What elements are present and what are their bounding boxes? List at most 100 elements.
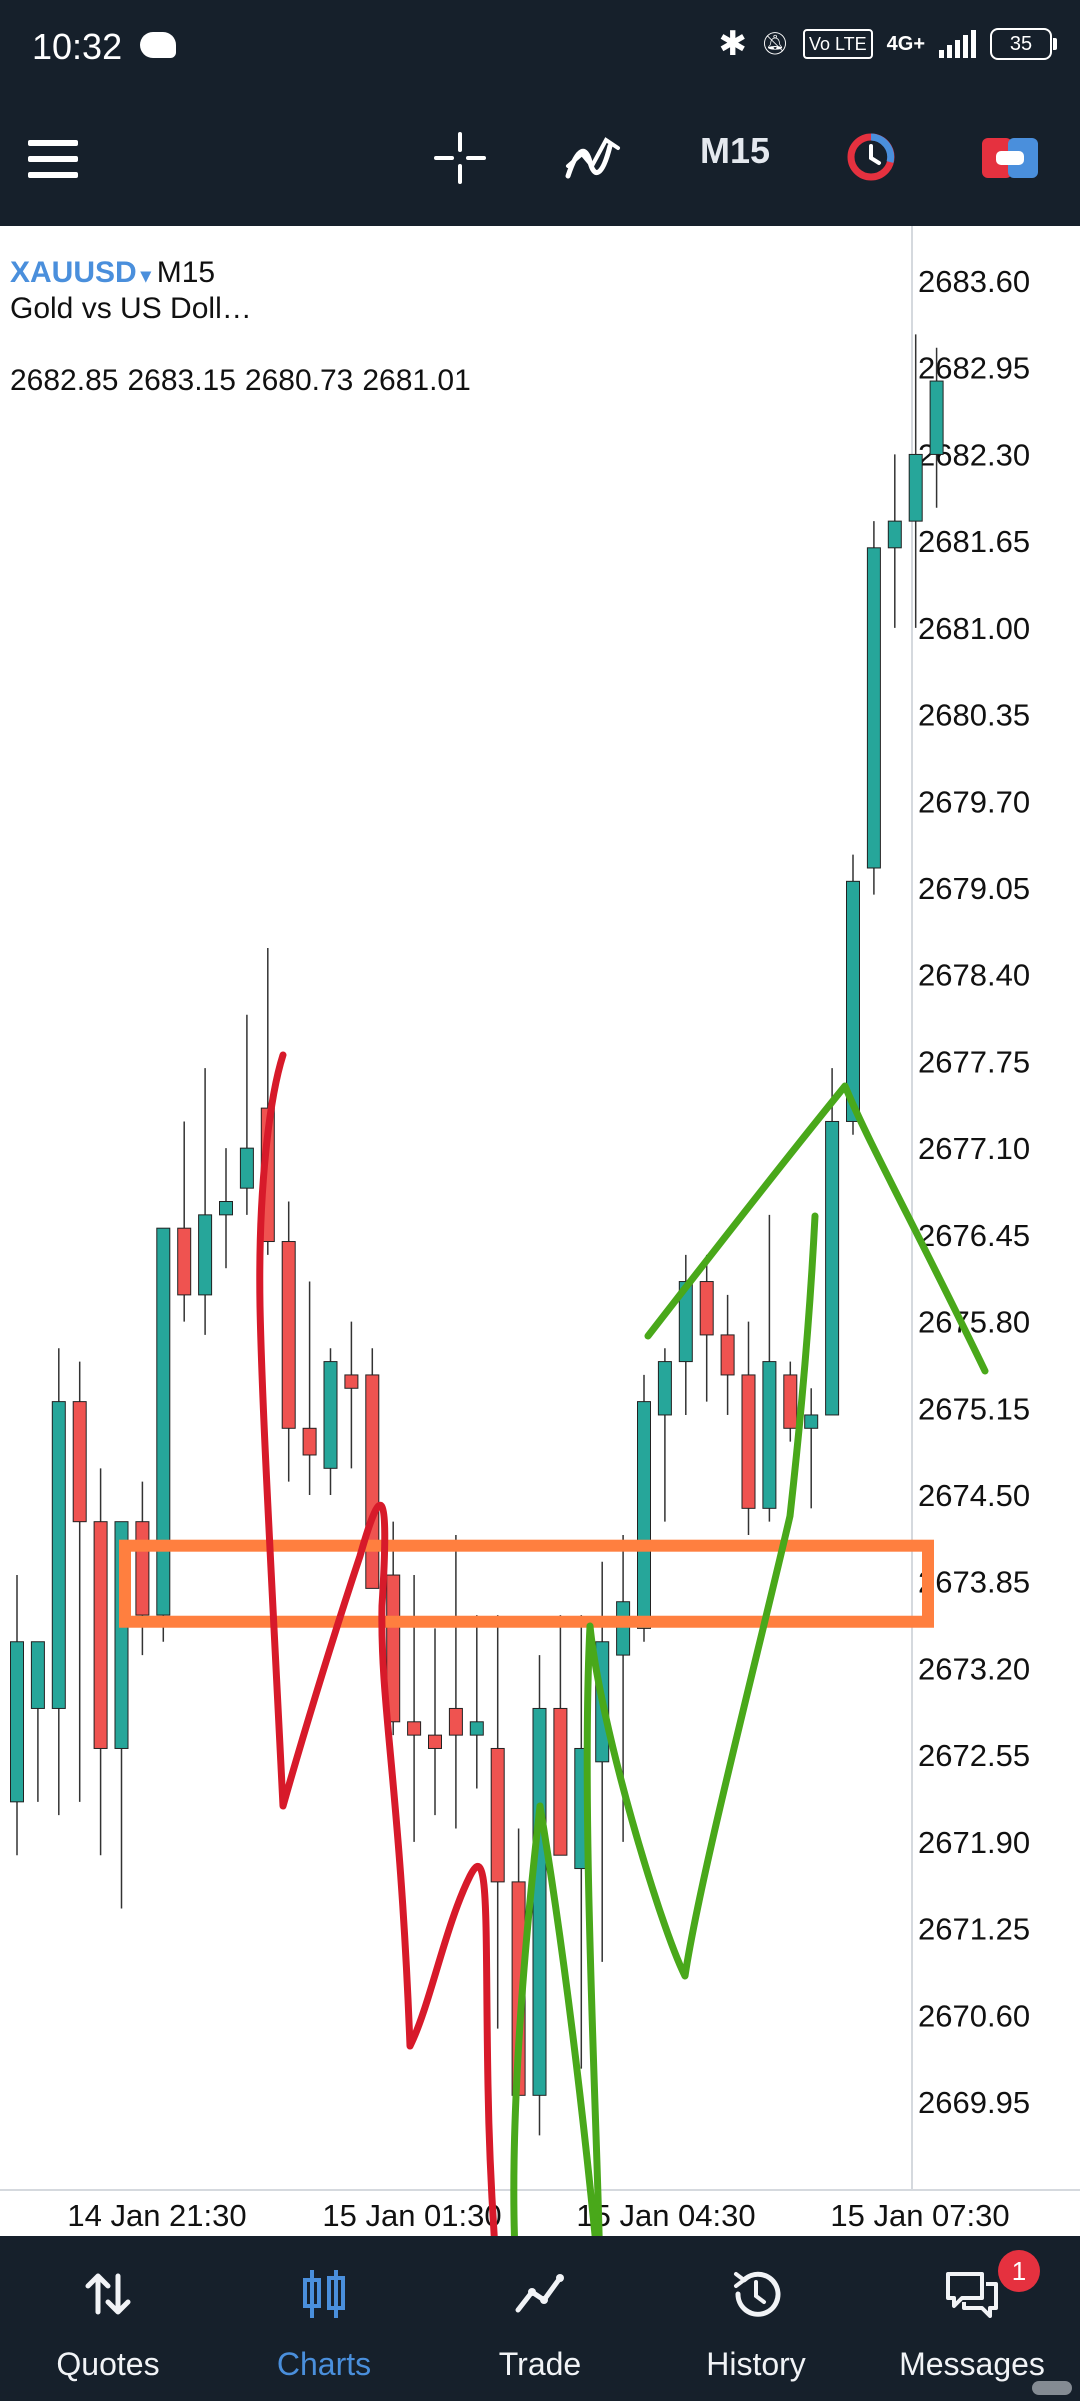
- candle-body: [239, 1147, 254, 1189]
- candle-body: [93, 1521, 108, 1749]
- crosshair-icon[interactable]: [432, 130, 488, 186]
- symbol-header[interactable]: XAUUSD ▾ M15: [10, 256, 215, 290]
- ohlc-high: 2683.15: [127, 364, 236, 397]
- indicators-icon[interactable]: [562, 126, 624, 188]
- bluetooth-icon: ✱: [718, 25, 748, 63]
- watermark: [1032, 2381, 1072, 2395]
- chart-toolbar: M15: [0, 100, 1080, 226]
- y-tick-label: 2680.35: [918, 698, 1030, 733]
- symbol-timeframe: M15: [156, 256, 216, 289]
- candle-body: [30, 1641, 45, 1709]
- nav-label-charts: Charts: [276, 2346, 372, 2382]
- candle-body: [386, 1574, 401, 1723]
- messages-badge: 1: [998, 2250, 1040, 2292]
- nav-label-history: History: [706, 2346, 806, 2382]
- red-drawing-line: [256, 1051, 498, 2236]
- candle-body: [762, 1361, 777, 1509]
- candle-body: [323, 1361, 338, 1469]
- candle-body: [198, 1214, 213, 1296]
- y-tick-label: 2682.95: [918, 351, 1030, 386]
- y-tick-label: 2670.60: [918, 1998, 1030, 2033]
- y-tick-label: 2669.95: [918, 2085, 1030, 2120]
- symbol-description: Gold vs US Doll…: [10, 292, 252, 325]
- cloud-icon: [140, 32, 176, 58]
- candle-body: [469, 1721, 484, 1736]
- candle-body: [532, 1707, 547, 2096]
- ohlc-close: 2681.01: [362, 364, 471, 397]
- nav-label-messages: Messages: [899, 2346, 1045, 2382]
- candle-body: [135, 1521, 150, 1616]
- status-bar: 10:32 ✱ 🔕︎ Vo LTE 4G+ 35: [0, 0, 1080, 100]
- y-tick-label: 2673.85: [918, 1565, 1030, 1600]
- y-tick-label: 2672.55: [918, 1738, 1030, 1773]
- candle-body: [908, 453, 923, 522]
- nav-trade[interactable]: Trade: [432, 2236, 648, 2401]
- candle-body: [365, 1374, 380, 1589]
- candle-body: [657, 1361, 672, 1416]
- bottom-navigation: Quotes Charts Trade History 1 Messa: [0, 2236, 1080, 2401]
- status-time: 10:32: [32, 26, 123, 67]
- network-type: 4G+: [886, 32, 925, 55]
- menu-icon[interactable]: [28, 140, 78, 178]
- nav-charts[interactable]: Charts: [216, 2236, 432, 2401]
- y-tick-label: 2677.75: [918, 1044, 1030, 1079]
- candle-body: [929, 380, 944, 455]
- green-drawing-line: [510, 1082, 989, 2236]
- signal-icon: [939, 30, 976, 58]
- y-tick-label: 2681.65: [918, 524, 1030, 559]
- account-icon[interactable]: [982, 138, 1038, 178]
- y-tick-label: 2676.45: [918, 1218, 1030, 1253]
- candle-body: [10, 1641, 24, 1803]
- y-tick-label: 2679.05: [918, 871, 1030, 906]
- candle-body: [637, 1401, 651, 1629]
- candle-body: [553, 1707, 568, 1856]
- candle-body: [825, 1120, 840, 1416]
- y-tick-label: 2671.25: [918, 1912, 1030, 1947]
- candle-body: [177, 1227, 192, 1296]
- charts-icon: [303, 2270, 345, 2318]
- x-tick-label: 15 Jan 04:30: [576, 2198, 755, 2233]
- timeframe-button[interactable]: M15: [700, 130, 771, 171]
- chevron-down-icon: ▾: [140, 265, 151, 287]
- ohlc-open: 2682.85: [10, 364, 119, 397]
- y-tick-label: 2678.40: [918, 958, 1030, 993]
- symbol-name: XAUUSD: [10, 256, 137, 289]
- candle-body: [156, 1227, 171, 1616]
- messages-icon: [946, 2272, 998, 2318]
- candle-body: [699, 1281, 714, 1336]
- nav-history[interactable]: History: [648, 2236, 864, 2401]
- quotes-icon: [85, 2273, 131, 2315]
- status-icons: ✱ 🔕︎ Vo LTE 4G+ 35: [718, 24, 1057, 64]
- volte-icon: Vo LTE: [802, 29, 873, 59]
- nav-label-quotes: Quotes: [56, 2346, 160, 2382]
- ohlc-values: 2682.85 2683.15 2680.73 2681.01: [10, 364, 471, 398]
- candle-body: [302, 1427, 317, 1456]
- y-tick-label: 2674.50: [918, 1478, 1030, 1513]
- price-chart[interactable]: 2683.602682.952682.302681.652681.002680.…: [0, 226, 1080, 2236]
- candle-body: [72, 1401, 87, 1523]
- support-zone-rect: [119, 1539, 934, 1628]
- nav-label-trade: Trade: [498, 2346, 582, 2382]
- x-tick-label: 14 Jan 21:30: [67, 2198, 246, 2233]
- candle-body: [344, 1374, 359, 1389]
- candle-body: [720, 1334, 735, 1376]
- candle-body: [804, 1414, 819, 1429]
- history-icon: [734, 2271, 781, 2317]
- candle-body: [741, 1374, 756, 1509]
- candle-body: [490, 1747, 505, 1883]
- candle-body: [407, 1721, 422, 1736]
- y-tick-label: 2675.15: [918, 1391, 1030, 1426]
- x-tick-label: 15 Jan 01:30: [322, 2198, 501, 2233]
- clock-icon[interactable]: [846, 132, 896, 182]
- y-tick-label: 2675.80: [918, 1305, 1030, 1340]
- candle-body: [448, 1707, 463, 1736]
- y-tick-label: 2673.20: [918, 1651, 1030, 1686]
- y-tick-label: 2679.70: [918, 784, 1030, 819]
- nav-quotes[interactable]: Quotes: [0, 2236, 216, 2401]
- candle-body: [219, 1201, 233, 1216]
- candle-body: [281, 1241, 296, 1429]
- mute-icon: 🔕︎: [761, 31, 789, 56]
- candle-body: [678, 1281, 693, 1363]
- nav-messages[interactable]: 1 Messages: [864, 2236, 1080, 2401]
- y-tick-label: 2681.00: [918, 611, 1030, 646]
